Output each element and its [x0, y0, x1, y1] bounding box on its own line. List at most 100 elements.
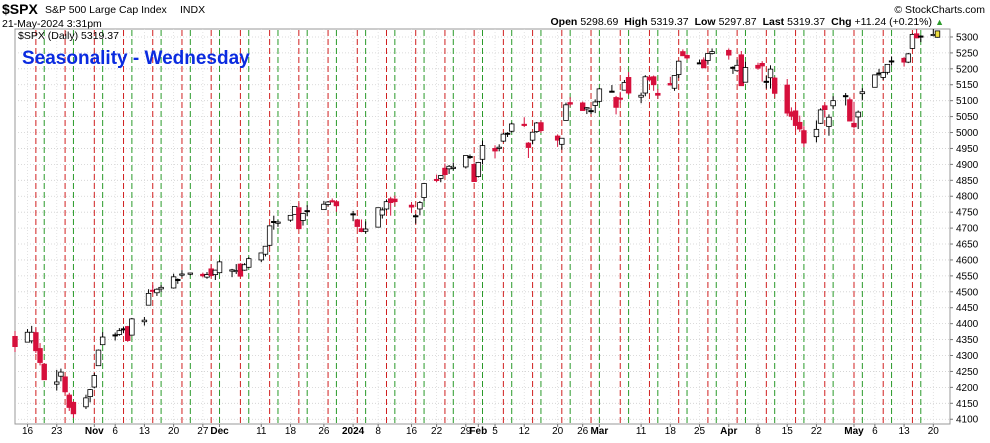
candle-body	[450, 166, 456, 169]
y-tick-label: 5300	[956, 32, 979, 43]
candle	[596, 87, 603, 103]
candle-body	[116, 330, 123, 335]
y-tick-label: 4150	[956, 399, 979, 410]
candle-body	[83, 397, 89, 408]
candle-body	[609, 90, 615, 93]
candle-body	[830, 100, 836, 107]
candle	[504, 132, 511, 137]
candle-body	[521, 123, 527, 126]
candle	[830, 96, 836, 110]
candle-body	[792, 110, 799, 126]
candle-body	[433, 178, 440, 181]
candle	[154, 288, 160, 296]
x-tick-label: 11	[256, 426, 267, 437]
candle-body	[275, 221, 281, 224]
x-tick-label: 15	[782, 426, 794, 437]
candle-body	[333, 201, 340, 207]
candle-body	[905, 53, 911, 63]
candle-body	[33, 332, 39, 352]
candle-body	[671, 75, 678, 89]
candle	[262, 245, 269, 257]
candle	[158, 285, 164, 292]
candle-body	[771, 77, 778, 94]
candle	[179, 270, 185, 278]
candle	[705, 53, 711, 65]
candle-body	[87, 389, 93, 398]
x-tick-label: 18	[285, 426, 297, 437]
candle-body	[304, 210, 310, 213]
candle-body	[383, 201, 390, 210]
candle-body	[300, 213, 306, 221]
candle	[99, 332, 106, 346]
candle-body	[492, 148, 498, 152]
x-tick-label: 20	[168, 426, 180, 437]
candle	[638, 92, 644, 104]
candle-body	[325, 201, 331, 205]
candle	[12, 330, 18, 353]
candle-body	[129, 318, 135, 336]
candle	[801, 126, 807, 148]
candle	[872, 74, 878, 88]
candle	[567, 97, 573, 107]
candle-body	[467, 156, 473, 159]
y-tick-label: 4400	[956, 319, 979, 330]
candle-body	[141, 319, 148, 323]
candle	[91, 373, 98, 389]
candle	[701, 57, 707, 69]
x-tick-label: 8	[755, 426, 761, 437]
y-tick-label: 4350	[956, 335, 979, 346]
candle	[450, 162, 456, 171]
y-tick-label: 4100	[956, 415, 979, 426]
candle-body	[58, 371, 64, 377]
y-axis: 4100 4150 4200 4250 4300 4350 4400 4450 4500 4550…	[950, 32, 979, 426]
quote-datetime: 21-May-2024 3:31pm	[2, 18, 102, 30]
candle	[792, 107, 799, 130]
candle-body	[909, 34, 916, 49]
candle-body	[438, 175, 444, 179]
y-tick-label: 4550	[956, 271, 979, 282]
candle-body	[655, 92, 661, 96]
x-tick-label: 16	[406, 426, 418, 437]
candle-body	[442, 167, 448, 175]
candle-body	[642, 76, 648, 94]
x-tick-label: 6	[112, 426, 118, 437]
x-tick-label: May	[844, 426, 864, 437]
candle	[588, 108, 594, 115]
candle-body	[625, 77, 632, 94]
candle-body	[650, 76, 657, 86]
candle-body	[145, 292, 152, 306]
candle-body	[66, 394, 72, 408]
candle	[509, 122, 515, 133]
candle-body	[579, 102, 586, 111]
candle-body	[525, 142, 532, 148]
ohlc-label: Chg	[831, 16, 851, 28]
candle	[83, 394, 89, 410]
candle-body	[99, 336, 106, 346]
x-tick-label: Apr	[720, 426, 737, 437]
candle	[175, 278, 181, 284]
x-tick-label: 20	[552, 426, 564, 437]
candle	[826, 114, 832, 136]
candle-body	[179, 273, 185, 276]
candle	[905, 52, 911, 64]
candle	[467, 154, 473, 159]
candle-body	[767, 68, 774, 79]
ticker-symbol: $SPX	[2, 1, 38, 17]
candle-body	[859, 91, 866, 95]
candle	[95, 349, 102, 367]
candle	[625, 72, 632, 95]
x-tick-label: 22	[811, 426, 823, 437]
candle-body	[675, 60, 682, 75]
y-tick-label: 5100	[956, 96, 979, 107]
y-tick-label: 4600	[956, 255, 979, 266]
x-tick-label: Nov	[85, 426, 104, 437]
candle	[680, 49, 686, 57]
x-tick-label: 11	[636, 426, 647, 437]
x-tick-label: 27	[197, 426, 209, 437]
candle	[851, 101, 857, 129]
candlesticks	[12, 29, 941, 418]
candle-body	[95, 349, 102, 367]
candle	[684, 54, 690, 60]
ohlc-value: 5297.87	[719, 16, 757, 28]
